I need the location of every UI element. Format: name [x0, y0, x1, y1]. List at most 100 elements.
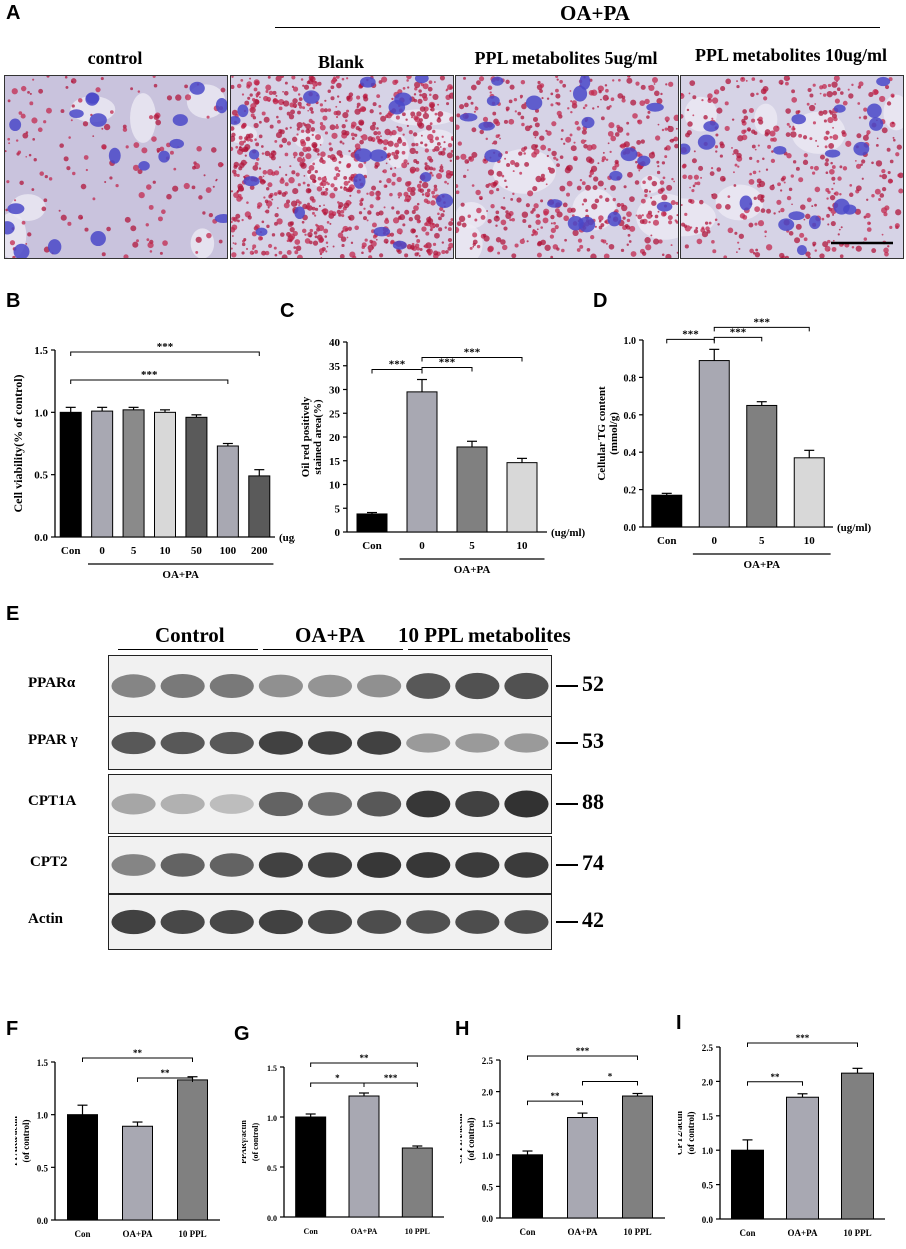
y-tick-label: 0.0: [267, 1214, 277, 1223]
x-tick-label: 100: [220, 545, 237, 557]
blot-band: [111, 793, 156, 815]
bar-5: [122, 409, 145, 538]
y-tick-label: 0.5: [267, 1164, 277, 1173]
nucleus: [360, 76, 376, 88]
significance-label: ***: [384, 1073, 398, 1083]
blot-band: [111, 909, 156, 935]
nucleus: [5, 221, 15, 235]
blot-band: [160, 731, 205, 755]
nucleus: [237, 104, 249, 118]
bar-Con: [295, 1116, 327, 1218]
bar-5: [746, 404, 778, 528]
blot-band: [455, 672, 500, 700]
kda-label-1: 52: [582, 671, 604, 696]
bar-50: [185, 416, 208, 538]
y-axis-label: Cell viability(% of control): [11, 374, 25, 512]
blot-band: [307, 674, 353, 698]
blot-band: [307, 792, 353, 816]
bar-5: [456, 446, 488, 533]
nucleus: [808, 215, 821, 230]
nucleus: [373, 226, 391, 237]
significance-bracket: [747, 1081, 803, 1086]
panel-label-d: D: [593, 290, 608, 312]
y-tick-label: 5: [335, 503, 341, 515]
y-tick-label: 0.8: [624, 373, 637, 384]
significance-label: ***: [796, 1033, 810, 1043]
blot-band: [209, 910, 254, 934]
x-tick-label: 0: [99, 545, 105, 557]
unit-label: (ug/ml): [551, 527, 585, 539]
chart-f-ppara: 0.0 0.5 1.0 1.5 PPARα/actin (of control) Con OA…: [15, 1048, 220, 1239]
bar-OA+PA: [122, 1125, 153, 1221]
nucleus: [354, 148, 372, 163]
panel-label-g: G: [234, 1023, 250, 1045]
blot-band: [357, 674, 402, 698]
significance-label: ***: [464, 347, 481, 359]
y-axis-label: CPT2/actin (of control): [678, 1111, 696, 1155]
blot-band: [209, 853, 254, 877]
blot-strip-3: [108, 774, 552, 834]
nucleus: [369, 149, 388, 162]
significance-bracket: [421, 357, 523, 362]
bar-Con: [651, 494, 683, 528]
x-tick-label: OA+PA: [351, 1227, 378, 1236]
nucleus: [248, 149, 260, 160]
blot-band: [160, 674, 205, 698]
nucleus: [486, 95, 500, 106]
blot-band: [160, 910, 205, 934]
nucleus: [646, 102, 664, 112]
significance-label: ***: [576, 1046, 590, 1056]
significance-label: **: [360, 1053, 370, 1063]
x-tick-label: 50: [191, 545, 203, 557]
nucleus: [796, 245, 807, 256]
nucleus: [414, 76, 429, 84]
y-tick-label: 10: [329, 480, 341, 492]
nucleus: [866, 103, 882, 119]
kda-label-4: 74: [582, 850, 604, 875]
y-tick-label: 0.5: [34, 470, 48, 482]
blot-band: [258, 852, 303, 878]
bar-OA+PA: [567, 1117, 598, 1219]
nucleus: [609, 170, 623, 181]
bar-10: [154, 411, 176, 538]
nucleus: [697, 134, 716, 150]
significance-label: **: [771, 1072, 781, 1082]
nucleus: [581, 116, 595, 129]
blot-band: [455, 733, 500, 753]
chart-g-pparg: 0.0 0.5 1.0 1.5 PPARγ/actin (of control) Con OA…: [242, 1053, 444, 1236]
bar-100: [216, 445, 239, 538]
oapa-group-line: [275, 27, 880, 28]
nucleus: [13, 243, 30, 258]
blot-band: [209, 674, 254, 698]
nucleus: [620, 147, 638, 162]
blot-band: [504, 910, 549, 934]
x-tick-label: OA+PA: [568, 1227, 598, 1237]
blot-band: [258, 731, 303, 755]
x-tick-label: Con: [74, 1229, 90, 1239]
panel-label-i: I: [676, 1012, 682, 1034]
micro-title-10ug: PPL metabolites 10ug/ml: [695, 45, 887, 65]
significance-label: *: [608, 1071, 613, 1081]
kda-marker-line: [556, 803, 578, 805]
y-tick-label: 15: [329, 456, 341, 468]
significance-bracket: [527, 1055, 638, 1060]
micro-title-blank: Blank: [317, 52, 365, 72]
nucleus: [656, 201, 673, 212]
y-axis-label: PPARα/actin (of control): [15, 1116, 31, 1166]
significance-bracket: [713, 336, 763, 342]
group-label: OA+PA: [743, 559, 780, 571]
blot-band: [504, 733, 549, 753]
blot-label-5: Actin: [28, 911, 63, 927]
bar-0: [406, 391, 438, 533]
blot-band: [307, 910, 353, 934]
blot-band: [455, 852, 500, 878]
blot-band: [504, 852, 549, 878]
nucleus: [788, 211, 805, 221]
blot-band: [357, 910, 402, 934]
blot-strip-2: [108, 716, 552, 770]
y-tick-label: 20: [329, 432, 341, 444]
significance-label: ***: [682, 328, 699, 340]
nucleus: [459, 112, 478, 122]
x-tick-label: 0: [419, 540, 425, 552]
group-label: OA+PA: [454, 564, 491, 576]
